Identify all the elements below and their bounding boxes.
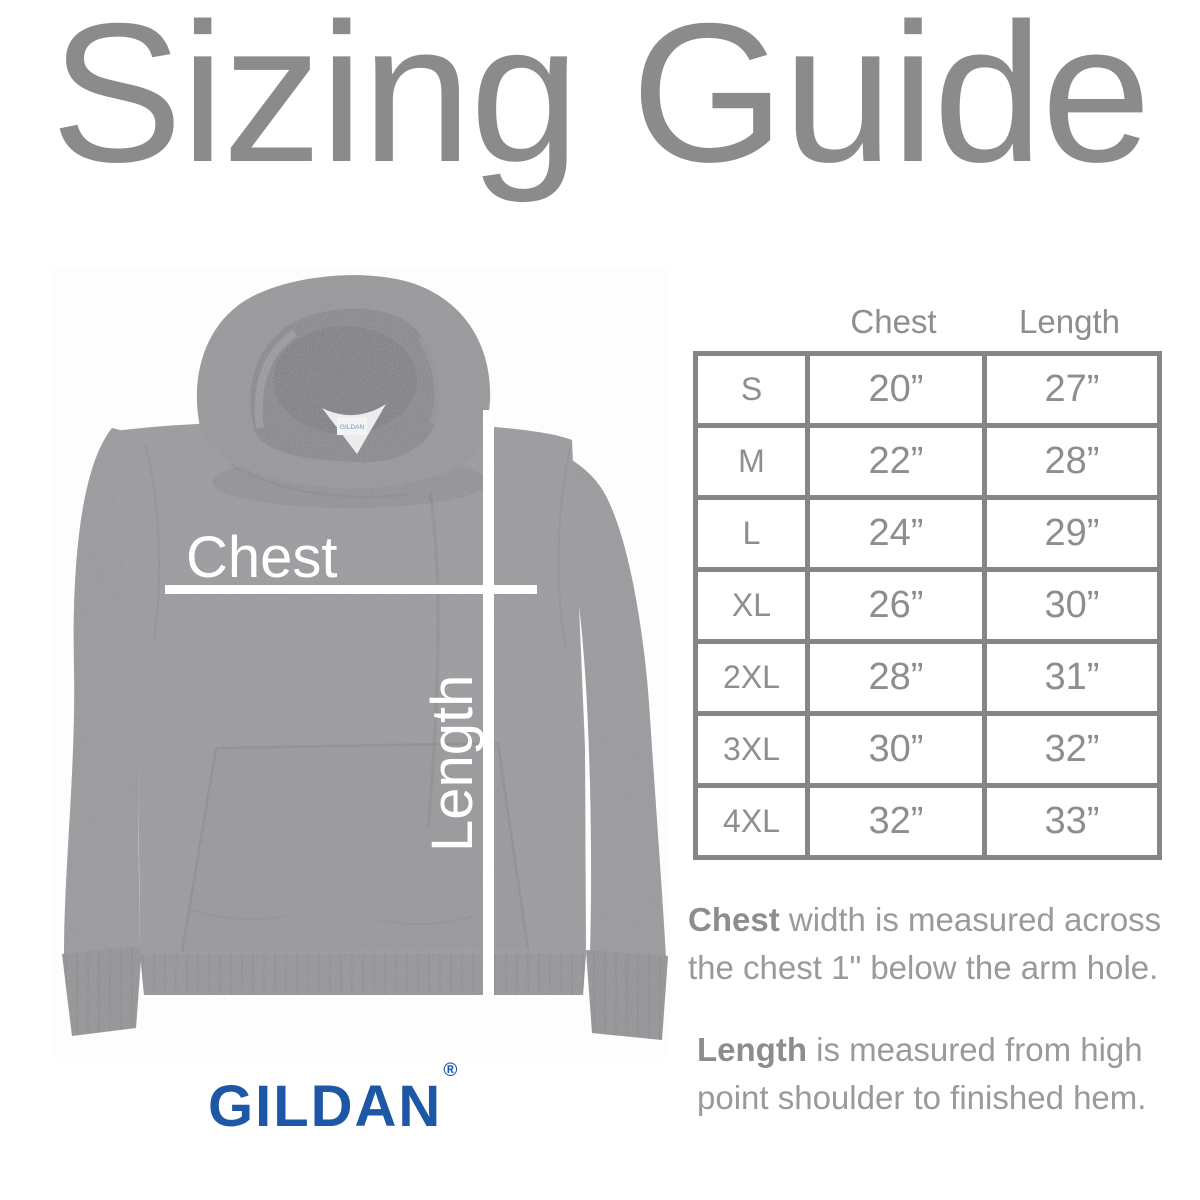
table-row: 2XL 28” 31” xyxy=(693,639,1162,716)
length-cell: 27” xyxy=(982,351,1162,428)
table-row: L 24” 29” xyxy=(693,495,1162,572)
column-header-chest: Chest xyxy=(850,303,937,340)
hoodie-image: GILDAN xyxy=(50,268,670,1058)
size-cell: L xyxy=(693,495,810,572)
chest-cell: 20” xyxy=(805,351,987,428)
size-cell: M xyxy=(693,423,810,500)
length-cell: 28” xyxy=(982,423,1162,500)
size-cell: S xyxy=(693,351,810,428)
table-row: 4XL 32” 33” xyxy=(693,783,1162,860)
chest-cell: 26” xyxy=(805,567,987,644)
hoodie-photo: GILDAN Chest Length xyxy=(50,268,670,1058)
table-row: XL 26” 30” xyxy=(693,567,1162,644)
size-table-header: Chest Length xyxy=(693,294,1157,351)
length-cell: 33” xyxy=(982,783,1162,860)
chest-measure-line xyxy=(165,585,537,594)
length-cell: 32” xyxy=(982,711,1162,788)
chest-cell: 24” xyxy=(805,495,987,572)
length-note-text: is measured from high point shoulder to … xyxy=(697,1031,1147,1116)
length-cell: 31” xyxy=(982,639,1162,716)
length-measure-label: Length xyxy=(420,674,485,852)
registered-trademark: ® xyxy=(443,1059,458,1081)
length-cell: 29” xyxy=(982,495,1162,572)
size-table-body: S 20” 27” M 22” 28” L 24” 29” XL 26” 30”… xyxy=(693,351,1162,860)
chest-note: Chest width is measured across the chest… xyxy=(688,896,1172,992)
chest-cell: 32” xyxy=(805,783,987,860)
table-row: M 22” 28” xyxy=(693,423,1162,500)
size-cell: 3XL xyxy=(693,711,810,788)
chest-cell: 22” xyxy=(805,423,987,500)
length-measure-line xyxy=(483,410,494,1003)
hoodie-garment xyxy=(62,275,668,1040)
table-row: S 20” 27” xyxy=(693,351,1162,428)
size-table-grid: S 20” 27” M 22” 28” L 24” 29” XL 26” 30”… xyxy=(693,351,1162,860)
neck-label xyxy=(337,417,367,435)
gildan-logo-text: GILDAN xyxy=(208,1074,443,1139)
size-cell: XL xyxy=(693,567,810,644)
neck-label-text: GILDAN xyxy=(340,424,365,431)
chest-cell: 30” xyxy=(805,711,987,788)
chest-cell: 28” xyxy=(805,639,987,716)
gildan-logo: GILDAN® xyxy=(208,1061,457,1136)
size-table: Chest Length S 20” 27” M 22” 28” L 24” 2… xyxy=(693,294,1162,860)
chest-note-term: Chest xyxy=(688,901,780,938)
table-row: 3XL 30” 32” xyxy=(693,711,1162,788)
length-note-term: Length xyxy=(697,1031,807,1068)
length-note: Length is measured from high point shoul… xyxy=(697,1026,1181,1122)
size-cell: 4XL xyxy=(693,783,810,860)
length-cell: 30” xyxy=(982,567,1162,644)
size-cell: 2XL xyxy=(693,639,810,716)
column-header-length: Length xyxy=(1019,303,1120,340)
chest-note-text: width is measured across the chest 1" be… xyxy=(688,901,1162,986)
chest-measure-label: Chest xyxy=(186,525,338,590)
page-title: Sizing Guide xyxy=(50,0,1152,203)
